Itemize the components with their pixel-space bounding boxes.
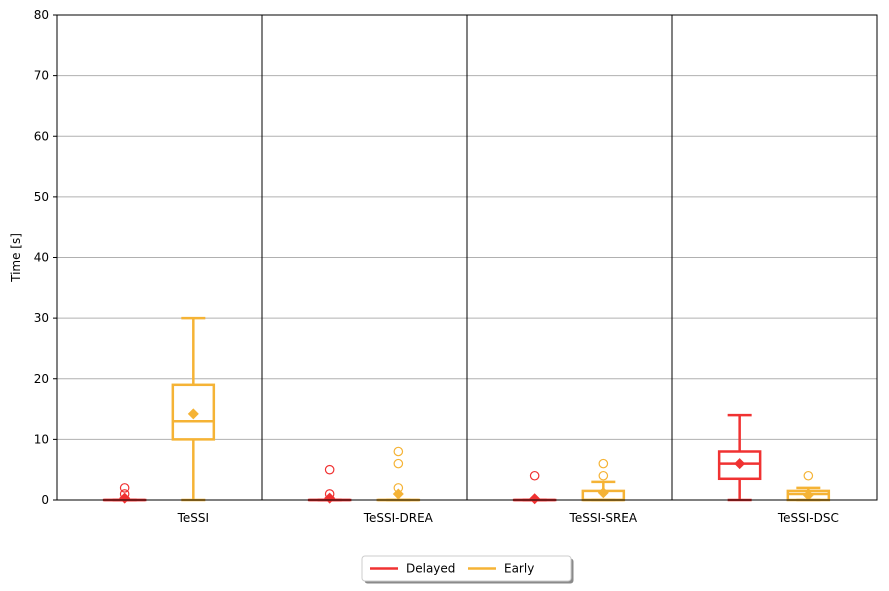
box-early-tessi-dsc xyxy=(786,470,831,502)
x-tick-label: TeSSI xyxy=(177,511,209,525)
outlier-point xyxy=(598,470,609,481)
x-tick-label: TeSSI-SREA xyxy=(569,511,638,525)
y-axis-ticks: 0 10 20 30 40 50 60 70 80 xyxy=(34,8,57,507)
y-tick-label: 50 xyxy=(34,190,49,204)
box-delayed-tessi xyxy=(102,483,147,504)
y-tick-label: 0 xyxy=(41,493,49,507)
outlier-point xyxy=(803,470,814,481)
group-separators xyxy=(261,15,673,500)
legend: Delayed Early xyxy=(361,555,574,584)
y-tick-label: 30 xyxy=(34,311,49,325)
outlier-point xyxy=(393,458,404,469)
box-delayed-tessi-dsc xyxy=(717,413,762,502)
box-early-tessi-drea xyxy=(376,446,421,502)
legend-box xyxy=(361,555,572,582)
outlier-point xyxy=(393,483,404,493)
box-iqr xyxy=(717,450,762,481)
y-tick-label: 20 xyxy=(34,372,49,386)
mean-marker xyxy=(529,493,541,505)
y-tick-label: 60 xyxy=(34,129,49,143)
mean-marker xyxy=(802,489,814,501)
x-axis-ticks: TeSSI TeSSI-DREA TeSSI-SREA TeSSI-DSC xyxy=(177,511,839,525)
mean-marker xyxy=(597,487,609,499)
box-delayed-tessi-drea xyxy=(307,464,352,504)
outlier-point xyxy=(119,489,130,499)
outlier-point xyxy=(324,464,335,475)
box-early-tessi xyxy=(171,316,216,502)
box-series xyxy=(102,316,831,505)
mean-marker xyxy=(734,458,746,470)
outlier-point xyxy=(119,483,130,493)
outlier-point xyxy=(598,458,609,469)
y-axis-label: Time [s] xyxy=(9,233,23,283)
y-tick-label: 40 xyxy=(34,251,49,265)
outlier-point xyxy=(324,489,335,499)
mean-marker xyxy=(187,408,199,420)
outlier-point xyxy=(529,470,540,481)
box-delayed-tessi-srea xyxy=(512,470,557,505)
legend-label-early: Early xyxy=(504,562,534,576)
y-tick-label: 10 xyxy=(34,432,49,446)
box-iqr xyxy=(171,383,216,441)
legend-label-delayed: Delayed xyxy=(406,562,455,576)
box-early-tessi-srea xyxy=(581,458,626,502)
x-tick-label: TeSSI-DSC xyxy=(777,511,839,525)
y-tick-label: 80 xyxy=(34,8,49,22)
outlier-point xyxy=(393,446,404,457)
x-tick-label: TeSSI-DREA xyxy=(363,511,434,525)
y-tick-label: 70 xyxy=(34,69,49,83)
